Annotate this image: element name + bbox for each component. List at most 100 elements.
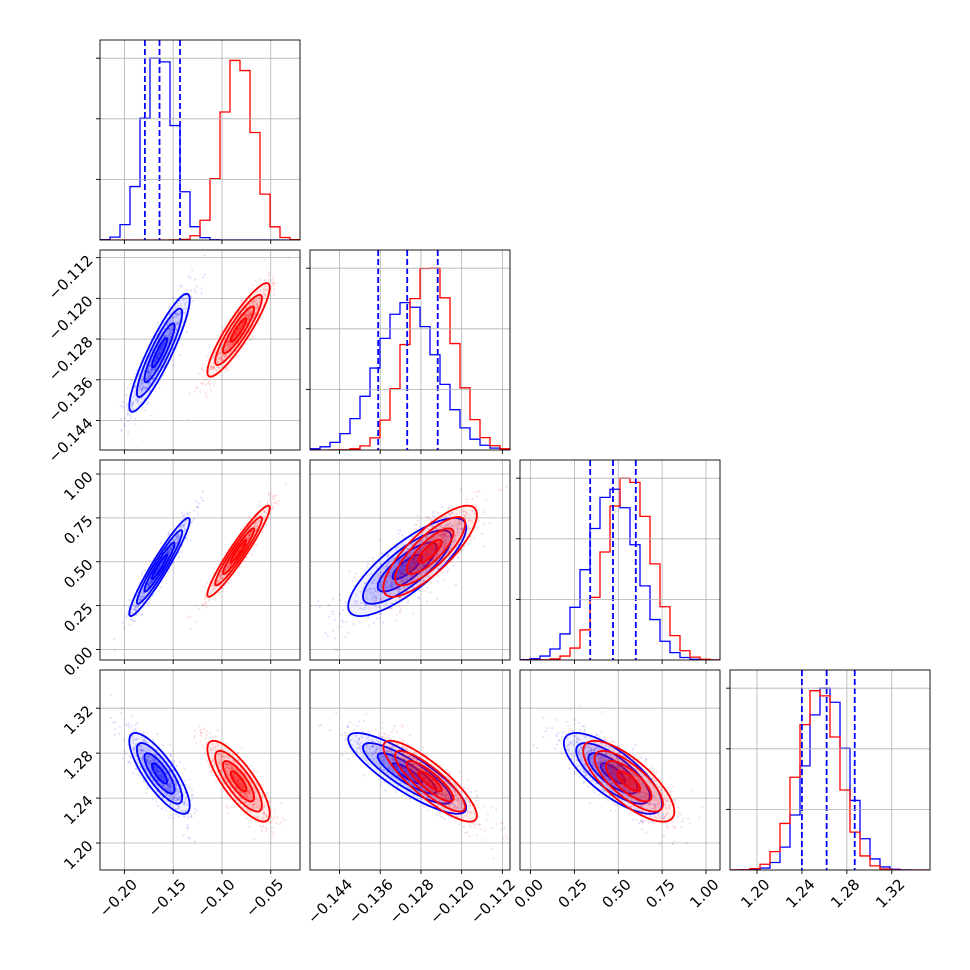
scatter-point xyxy=(427,555,430,559)
scatter-point xyxy=(400,566,403,569)
scatter-point xyxy=(435,553,439,556)
scatter-point xyxy=(474,525,477,529)
scatter-point xyxy=(159,347,162,350)
scatter-point xyxy=(376,589,379,592)
scatter-point xyxy=(410,568,414,572)
scatter-point xyxy=(465,501,468,504)
scatter-point xyxy=(205,602,208,605)
scatter-point xyxy=(164,334,168,337)
scatter-point xyxy=(454,538,457,541)
scatter-point xyxy=(168,567,172,571)
scatter-point xyxy=(427,550,430,553)
scatter-point xyxy=(169,547,173,551)
scatter-point xyxy=(273,282,276,285)
scatter-point xyxy=(227,340,231,343)
scatter-point xyxy=(425,586,429,589)
scatter-point xyxy=(212,365,215,368)
scatter-point xyxy=(143,780,146,783)
scatter-point xyxy=(435,527,438,530)
scatter-point xyxy=(473,491,476,494)
scatter-point xyxy=(170,795,173,799)
scatter-point xyxy=(242,321,245,324)
panel-frame xyxy=(519,459,721,661)
scatter-point xyxy=(131,735,134,738)
scatter-point xyxy=(398,609,402,613)
scatter-point xyxy=(255,306,258,309)
scatter-point xyxy=(218,575,221,579)
scatter-point xyxy=(398,547,402,550)
scatter-point xyxy=(160,807,163,810)
scatter-point xyxy=(111,721,114,724)
scatter-point xyxy=(407,566,410,569)
scatter-point xyxy=(132,604,135,607)
scatter-point xyxy=(134,605,137,609)
scatter-point xyxy=(405,558,408,561)
scatter-point xyxy=(257,322,260,325)
scatter-point xyxy=(174,538,177,541)
scatter-point xyxy=(352,623,355,626)
scatter-point xyxy=(389,607,392,610)
scatter-point xyxy=(272,281,275,284)
scatter-point xyxy=(249,312,253,315)
scatter-point xyxy=(161,345,164,348)
scatter-point xyxy=(200,496,203,499)
scatter-point xyxy=(367,588,370,591)
scatter-point xyxy=(268,278,271,281)
scatter-point xyxy=(454,583,458,587)
scatter-point xyxy=(353,599,356,603)
scatter-point xyxy=(201,490,205,493)
scatter-point xyxy=(130,617,133,620)
scatter-point xyxy=(162,784,165,787)
scatter-point xyxy=(440,556,444,559)
scatter-point xyxy=(178,796,181,799)
scatter-point xyxy=(162,336,165,339)
scatter-point xyxy=(134,608,137,611)
scatter-point xyxy=(452,540,456,543)
scatter-point xyxy=(132,746,136,749)
scatter-point xyxy=(247,315,250,318)
scatter-point xyxy=(409,566,412,569)
scatter-point xyxy=(168,785,171,788)
scatter-point xyxy=(167,550,170,554)
scatter-point xyxy=(168,338,171,341)
scatter-point xyxy=(123,749,126,753)
scatter-point xyxy=(168,816,171,819)
scatter-point xyxy=(234,331,237,334)
scatter-point xyxy=(403,560,406,563)
scatter-point xyxy=(225,349,228,352)
scatter-point xyxy=(395,566,398,569)
scatter-point xyxy=(168,547,172,550)
scatter-point xyxy=(268,493,271,497)
scatter-point xyxy=(143,741,147,744)
scatter-point xyxy=(409,576,412,579)
scatter-point xyxy=(375,582,378,585)
scatter-point xyxy=(205,581,208,584)
scatter-point xyxy=(390,580,393,583)
scatter-point xyxy=(213,365,216,369)
scatter-point xyxy=(184,810,187,813)
scatter-point xyxy=(376,573,379,576)
scatter-point xyxy=(398,587,401,590)
scatter-point xyxy=(134,446,138,449)
scatter-point xyxy=(155,355,158,358)
scatter-point xyxy=(176,790,179,793)
scatter-point xyxy=(148,755,151,758)
scatter-point xyxy=(174,779,177,782)
scatter-point xyxy=(417,519,420,522)
scatter-point xyxy=(254,524,258,527)
scatter-point xyxy=(147,759,150,762)
scatter-point xyxy=(143,385,146,388)
scatter-point xyxy=(252,284,255,287)
scatter-point xyxy=(203,585,206,588)
scatter-point xyxy=(206,359,209,362)
scatter-point xyxy=(173,760,176,763)
scatter-point xyxy=(114,720,117,724)
scatter-point xyxy=(268,271,271,274)
scatter-point xyxy=(183,528,187,532)
scatter-point xyxy=(135,742,138,746)
scatter-point xyxy=(195,620,198,623)
scatter-point xyxy=(253,542,256,546)
scatter-point xyxy=(169,549,172,552)
scatter-point xyxy=(181,511,184,514)
scatter-point xyxy=(135,606,138,609)
